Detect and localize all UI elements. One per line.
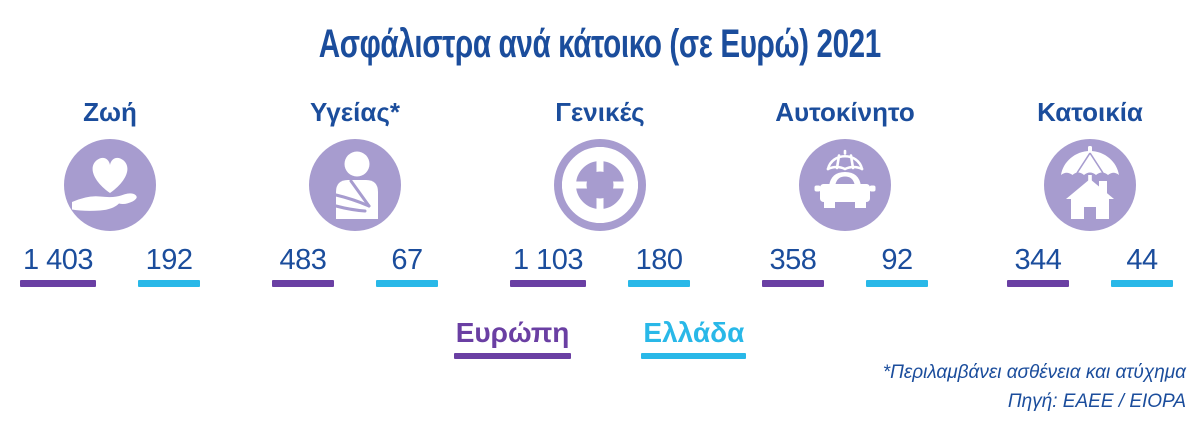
greece-underline <box>866 280 928 287</box>
car-umbrella-icon <box>799 139 891 231</box>
europe-value: 483 <box>272 244 334 287</box>
category-general: Γενικές 1 103 180 <box>500 97 700 287</box>
category-home: Κατοικία 344 44 <box>990 97 1190 287</box>
heart-in-hand-icon <box>64 139 156 231</box>
greece-value: 67 <box>376 244 438 287</box>
legend: Ευρώπη Ελλάδα <box>0 317 1200 359</box>
value-pair: 344 44 <box>1007 244 1173 287</box>
arm-sling-icon <box>309 139 401 231</box>
lifebuoy-icon <box>554 139 646 231</box>
legend-europe: Ευρώπη <box>453 317 572 359</box>
legend-greece-underline <box>641 353 747 359</box>
footnotes: *Περιλαμβάνει ασθένεια και ατύχημα Πηγή:… <box>883 359 1186 416</box>
greece-underline <box>138 280 201 287</box>
europe-value: 1 103 <box>509 244 587 287</box>
greece-underline <box>1111 280 1173 287</box>
europe-value: 1 403 <box>19 244 97 287</box>
footnote-source: Πηγή: ΕΑΕΕ / EIOPA <box>1007 390 1186 412</box>
category-life: Ζωή 1 403 192 <box>10 97 210 287</box>
europe-underline <box>762 280 824 287</box>
greece-value: 92 <box>866 244 928 287</box>
category-label: Υγείας* <box>310 97 400 127</box>
category-label: Κατοικία <box>1037 97 1143 127</box>
value-pair: 1 403 192 <box>19 244 201 287</box>
europe-underline <box>1007 280 1069 287</box>
category-car: Αυτοκίνητο 358 92 <box>745 97 945 287</box>
europe-value: 344 <box>1007 244 1069 287</box>
greece-underline <box>376 280 438 287</box>
value-pair: 483 67 <box>272 244 438 287</box>
legend-europe-underline <box>453 353 572 359</box>
greece-value: 44 <box>1111 244 1173 287</box>
value-pair: 358 92 <box>762 244 928 287</box>
category-grid: Ζωή 1 403 192 Υγείας* <box>0 97 1200 287</box>
legend-greece: Ελλάδα <box>641 317 747 359</box>
house-umbrella-icon <box>1044 139 1136 231</box>
category-health: Υγείας* 483 67 <box>255 97 455 287</box>
header: Ασφάλιστρα ανά κάτοικο (σε Ευρώ) 2021 <box>0 0 1200 67</box>
category-label: Γενικές <box>555 97 645 127</box>
value-pair: 1 103 180 <box>509 244 691 287</box>
greece-underline <box>628 280 691 287</box>
greece-value: 192 <box>138 244 201 287</box>
footnote-asterisk: *Περιλαμβάνει ασθένεια και ατύχημα <box>882 362 1186 383</box>
category-label: Αυτοκίνητο <box>775 97 915 127</box>
page-title: Ασφάλιστρα ανά κάτοικο (σε Ευρώ) 2021 <box>318 22 882 66</box>
europe-underline <box>509 280 587 287</box>
category-label: Ζωή <box>83 97 137 127</box>
europe-underline <box>19 280 97 287</box>
greece-value: 180 <box>628 244 691 287</box>
europe-value: 358 <box>762 244 824 287</box>
europe-underline <box>272 280 334 287</box>
